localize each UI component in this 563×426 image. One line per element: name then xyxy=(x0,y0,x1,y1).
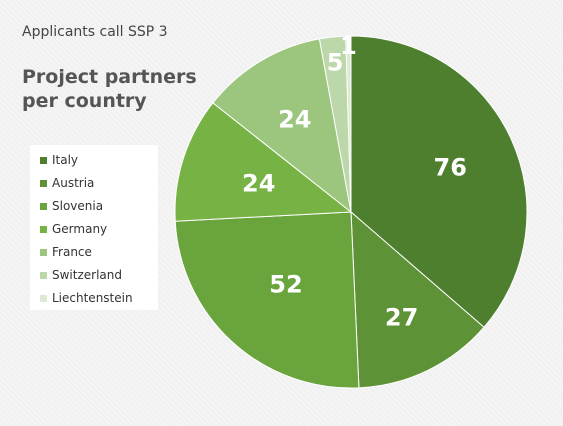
pie-slice-liechtenstein xyxy=(345,35,352,213)
data-label-austria: 27 xyxy=(385,304,418,332)
legend-item-austria: Austria xyxy=(40,173,94,193)
legend-item-germany: Germany xyxy=(40,219,107,239)
pie-slice-austria xyxy=(350,210,485,389)
legend-label: Germany xyxy=(52,222,108,236)
legend-swatch xyxy=(40,179,47,187)
legend-item-france: France xyxy=(40,242,92,262)
data-label-france: 24 xyxy=(278,105,311,133)
legend-label: Austria xyxy=(52,176,95,190)
pie-slice-slovenia xyxy=(174,211,360,389)
data-label-italy: 76 xyxy=(434,154,467,182)
chart-title: Project partners per country xyxy=(22,66,197,112)
chart-subtitle: Applicants call SSP 3 xyxy=(22,24,168,40)
legend-item-switzerland: Switzerland xyxy=(40,265,122,285)
pie-slice-france xyxy=(212,38,352,214)
data-label-slovenia: 52 xyxy=(269,271,302,299)
legend-swatch xyxy=(40,294,47,302)
legend-swatch xyxy=(40,271,47,279)
legend-swatch xyxy=(40,248,47,256)
legend-label: Switzerland xyxy=(52,268,122,282)
legend-swatch xyxy=(40,156,47,164)
legend-label: France xyxy=(52,245,92,259)
legend-item-slovenia: Slovenia xyxy=(40,196,103,216)
legend-label: Liechtenstein xyxy=(52,291,133,305)
legend-item-liechtenstein: Liechtenstein xyxy=(40,288,133,308)
data-label-liechtenstein: 1 xyxy=(340,32,357,60)
pie-slice-italy xyxy=(350,35,528,328)
data-label-switzerland: 5 xyxy=(327,48,344,76)
chart-legend: Italy Austria Slovenia Germany France Switzer… xyxy=(30,145,158,310)
pie-slice-germany xyxy=(174,102,353,222)
legend-item-italy: Italy xyxy=(40,150,78,170)
legend-swatch xyxy=(40,225,47,233)
data-label-germany: 24 xyxy=(242,170,275,198)
legend-swatch xyxy=(40,202,47,210)
legend-label: Italy xyxy=(52,153,79,167)
legend-label: Slovenia xyxy=(52,199,104,213)
